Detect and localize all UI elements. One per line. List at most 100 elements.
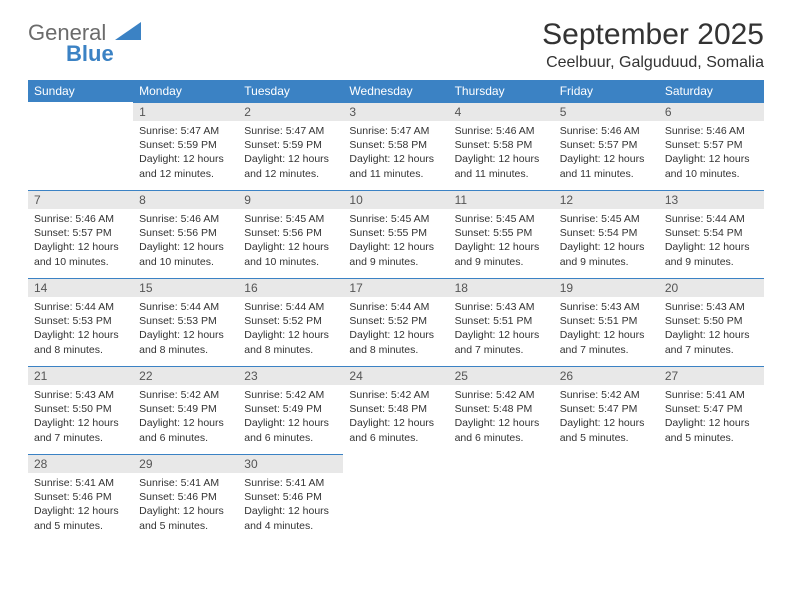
calendar-day-cell: 22Sunrise: 5:42 AMSunset: 5:49 PMDayligh… bbox=[133, 366, 238, 454]
day-content: Sunrise: 5:43 AMSunset: 5:50 PMDaylight:… bbox=[28, 385, 133, 451]
calendar-week-row: 21Sunrise: 5:43 AMSunset: 5:50 PMDayligh… bbox=[28, 366, 764, 454]
day-number: 22 bbox=[133, 366, 238, 385]
day-content: Sunrise: 5:42 AMSunset: 5:49 PMDaylight:… bbox=[133, 385, 238, 451]
weekday-header: Saturday bbox=[659, 80, 764, 102]
day-number: 11 bbox=[449, 190, 554, 209]
header: General Blue September 2025 Ceelbuur, Ga… bbox=[28, 18, 764, 72]
day-content: Sunrise: 5:46 AMSunset: 5:57 PMDaylight:… bbox=[554, 121, 659, 187]
day-number: 14 bbox=[28, 278, 133, 297]
day-number: 5 bbox=[554, 102, 659, 121]
day-content: Sunrise: 5:44 AMSunset: 5:54 PMDaylight:… bbox=[659, 209, 764, 275]
day-content: Sunrise: 5:41 AMSunset: 5:47 PMDaylight:… bbox=[659, 385, 764, 451]
calendar-day-cell: 23Sunrise: 5:42 AMSunset: 5:49 PMDayligh… bbox=[238, 366, 343, 454]
day-content: Sunrise: 5:45 AMSunset: 5:56 PMDaylight:… bbox=[238, 209, 343, 275]
weekday-header: Tuesday bbox=[238, 80, 343, 102]
day-number: 17 bbox=[343, 278, 448, 297]
day-content: Sunrise: 5:45 AMSunset: 5:54 PMDaylight:… bbox=[554, 209, 659, 275]
calendar-day-cell: 26Sunrise: 5:42 AMSunset: 5:47 PMDayligh… bbox=[554, 366, 659, 454]
calendar-day-cell: 11Sunrise: 5:45 AMSunset: 5:55 PMDayligh… bbox=[449, 190, 554, 278]
day-number: 21 bbox=[28, 366, 133, 385]
day-content: Sunrise: 5:47 AMSunset: 5:58 PMDaylight:… bbox=[343, 121, 448, 187]
weekday-header: Monday bbox=[133, 80, 238, 102]
calendar-day-cell: 9Sunrise: 5:45 AMSunset: 5:56 PMDaylight… bbox=[238, 190, 343, 278]
calendar-day-cell: 7Sunrise: 5:46 AMSunset: 5:57 PMDaylight… bbox=[28, 190, 133, 278]
day-number: 13 bbox=[659, 190, 764, 209]
calendar-day-cell: 4Sunrise: 5:46 AMSunset: 5:58 PMDaylight… bbox=[449, 102, 554, 190]
title-block: September 2025 Ceelbuur, Galguduud, Soma… bbox=[542, 18, 764, 72]
day-content: Sunrise: 5:42 AMSunset: 5:48 PMDaylight:… bbox=[449, 385, 554, 451]
day-number: 20 bbox=[659, 278, 764, 297]
day-number: 1 bbox=[133, 102, 238, 121]
calendar-day-cell: 1Sunrise: 5:47 AMSunset: 5:59 PMDaylight… bbox=[133, 102, 238, 190]
day-number: 19 bbox=[554, 278, 659, 297]
logo-text-blue: Blue bbox=[66, 43, 141, 65]
logo-triangle-icon bbox=[115, 22, 141, 45]
day-number: 10 bbox=[343, 190, 448, 209]
day-content: Sunrise: 5:43 AMSunset: 5:51 PMDaylight:… bbox=[554, 297, 659, 363]
calendar-day-cell: 5Sunrise: 5:46 AMSunset: 5:57 PMDaylight… bbox=[554, 102, 659, 190]
day-content: Sunrise: 5:46 AMSunset: 5:58 PMDaylight:… bbox=[449, 121, 554, 187]
day-content: Sunrise: 5:42 AMSunset: 5:47 PMDaylight:… bbox=[554, 385, 659, 451]
day-content: Sunrise: 5:41 AMSunset: 5:46 PMDaylight:… bbox=[238, 473, 343, 539]
calendar-day-cell: 6Sunrise: 5:46 AMSunset: 5:57 PMDaylight… bbox=[659, 102, 764, 190]
day-content: Sunrise: 5:46 AMSunset: 5:57 PMDaylight:… bbox=[659, 121, 764, 187]
calendar-week-row: ..1Sunrise: 5:47 AMSunset: 5:59 PMDaylig… bbox=[28, 102, 764, 190]
calendar-week-row: 7Sunrise: 5:46 AMSunset: 5:57 PMDaylight… bbox=[28, 190, 764, 278]
day-number: 6 bbox=[659, 102, 764, 121]
calendar-day-cell: 18Sunrise: 5:43 AMSunset: 5:51 PMDayligh… bbox=[449, 278, 554, 366]
day-content: Sunrise: 5:47 AMSunset: 5:59 PMDaylight:… bbox=[238, 121, 343, 187]
calendar-day-cell: 28Sunrise: 5:41 AMSunset: 5:46 PMDayligh… bbox=[28, 454, 133, 542]
calendar-day-cell: 25Sunrise: 5:42 AMSunset: 5:48 PMDayligh… bbox=[449, 366, 554, 454]
weekday-header: Friday bbox=[554, 80, 659, 102]
day-number: 30 bbox=[238, 454, 343, 473]
calendar-day-cell: .. bbox=[28, 102, 133, 190]
calendar-day-cell: 30Sunrise: 5:41 AMSunset: 5:46 PMDayligh… bbox=[238, 454, 343, 542]
day-content: Sunrise: 5:47 AMSunset: 5:59 PMDaylight:… bbox=[133, 121, 238, 187]
day-number: 27 bbox=[659, 366, 764, 385]
day-content: Sunrise: 5:45 AMSunset: 5:55 PMDaylight:… bbox=[343, 209, 448, 275]
calendar-week-row: 28Sunrise: 5:41 AMSunset: 5:46 PMDayligh… bbox=[28, 454, 764, 542]
location: Ceelbuur, Galguduud, Somalia bbox=[542, 54, 764, 72]
calendar-day-cell: 21Sunrise: 5:43 AMSunset: 5:50 PMDayligh… bbox=[28, 366, 133, 454]
calendar-day-cell: 15Sunrise: 5:44 AMSunset: 5:53 PMDayligh… bbox=[133, 278, 238, 366]
day-number: 2 bbox=[238, 102, 343, 121]
day-number: 12 bbox=[554, 190, 659, 209]
day-content: Sunrise: 5:44 AMSunset: 5:52 PMDaylight:… bbox=[343, 297, 448, 363]
day-content: Sunrise: 5:44 AMSunset: 5:53 PMDaylight:… bbox=[133, 297, 238, 363]
calendar-day-cell: 14Sunrise: 5:44 AMSunset: 5:53 PMDayligh… bbox=[28, 278, 133, 366]
logo: General Blue bbox=[28, 18, 141, 65]
calendar-day-cell: 2Sunrise: 5:47 AMSunset: 5:59 PMDaylight… bbox=[238, 102, 343, 190]
day-content: Sunrise: 5:45 AMSunset: 5:55 PMDaylight:… bbox=[449, 209, 554, 275]
day-content: Sunrise: 5:46 AMSunset: 5:57 PMDaylight:… bbox=[28, 209, 133, 275]
day-content: Sunrise: 5:46 AMSunset: 5:56 PMDaylight:… bbox=[133, 209, 238, 275]
calendar-day-cell: 24Sunrise: 5:42 AMSunset: 5:48 PMDayligh… bbox=[343, 366, 448, 454]
day-number: 23 bbox=[238, 366, 343, 385]
calendar-day-cell: 20Sunrise: 5:43 AMSunset: 5:50 PMDayligh… bbox=[659, 278, 764, 366]
calendar-day-cell: 12Sunrise: 5:45 AMSunset: 5:54 PMDayligh… bbox=[554, 190, 659, 278]
day-number: 15 bbox=[133, 278, 238, 297]
day-number: 29 bbox=[133, 454, 238, 473]
day-number: 7 bbox=[28, 190, 133, 209]
calendar-day-cell: .. bbox=[554, 454, 659, 542]
day-content: Sunrise: 5:41 AMSunset: 5:46 PMDaylight:… bbox=[133, 473, 238, 539]
calendar-day-cell: 13Sunrise: 5:44 AMSunset: 5:54 PMDayligh… bbox=[659, 190, 764, 278]
calendar-table: Sunday Monday Tuesday Wednesday Thursday… bbox=[28, 80, 764, 542]
calendar-day-cell: .. bbox=[343, 454, 448, 542]
day-number: 9 bbox=[238, 190, 343, 209]
calendar-day-cell: 8Sunrise: 5:46 AMSunset: 5:56 PMDaylight… bbox=[133, 190, 238, 278]
day-number: 26 bbox=[554, 366, 659, 385]
day-number: 28 bbox=[28, 454, 133, 473]
calendar-day-cell: 3Sunrise: 5:47 AMSunset: 5:58 PMDaylight… bbox=[343, 102, 448, 190]
day-content: Sunrise: 5:44 AMSunset: 5:52 PMDaylight:… bbox=[238, 297, 343, 363]
calendar-week-row: 14Sunrise: 5:44 AMSunset: 5:53 PMDayligh… bbox=[28, 278, 764, 366]
day-content: Sunrise: 5:42 AMSunset: 5:49 PMDaylight:… bbox=[238, 385, 343, 451]
calendar-day-cell: .. bbox=[449, 454, 554, 542]
day-number: 4 bbox=[449, 102, 554, 121]
day-number: 18 bbox=[449, 278, 554, 297]
day-content: Sunrise: 5:41 AMSunset: 5:46 PMDaylight:… bbox=[28, 473, 133, 539]
day-content: Sunrise: 5:43 AMSunset: 5:50 PMDaylight:… bbox=[659, 297, 764, 363]
calendar-day-cell: 29Sunrise: 5:41 AMSunset: 5:46 PMDayligh… bbox=[133, 454, 238, 542]
weekday-header: Wednesday bbox=[343, 80, 448, 102]
calendar-day-cell: 16Sunrise: 5:44 AMSunset: 5:52 PMDayligh… bbox=[238, 278, 343, 366]
weekday-header: Thursday bbox=[449, 80, 554, 102]
